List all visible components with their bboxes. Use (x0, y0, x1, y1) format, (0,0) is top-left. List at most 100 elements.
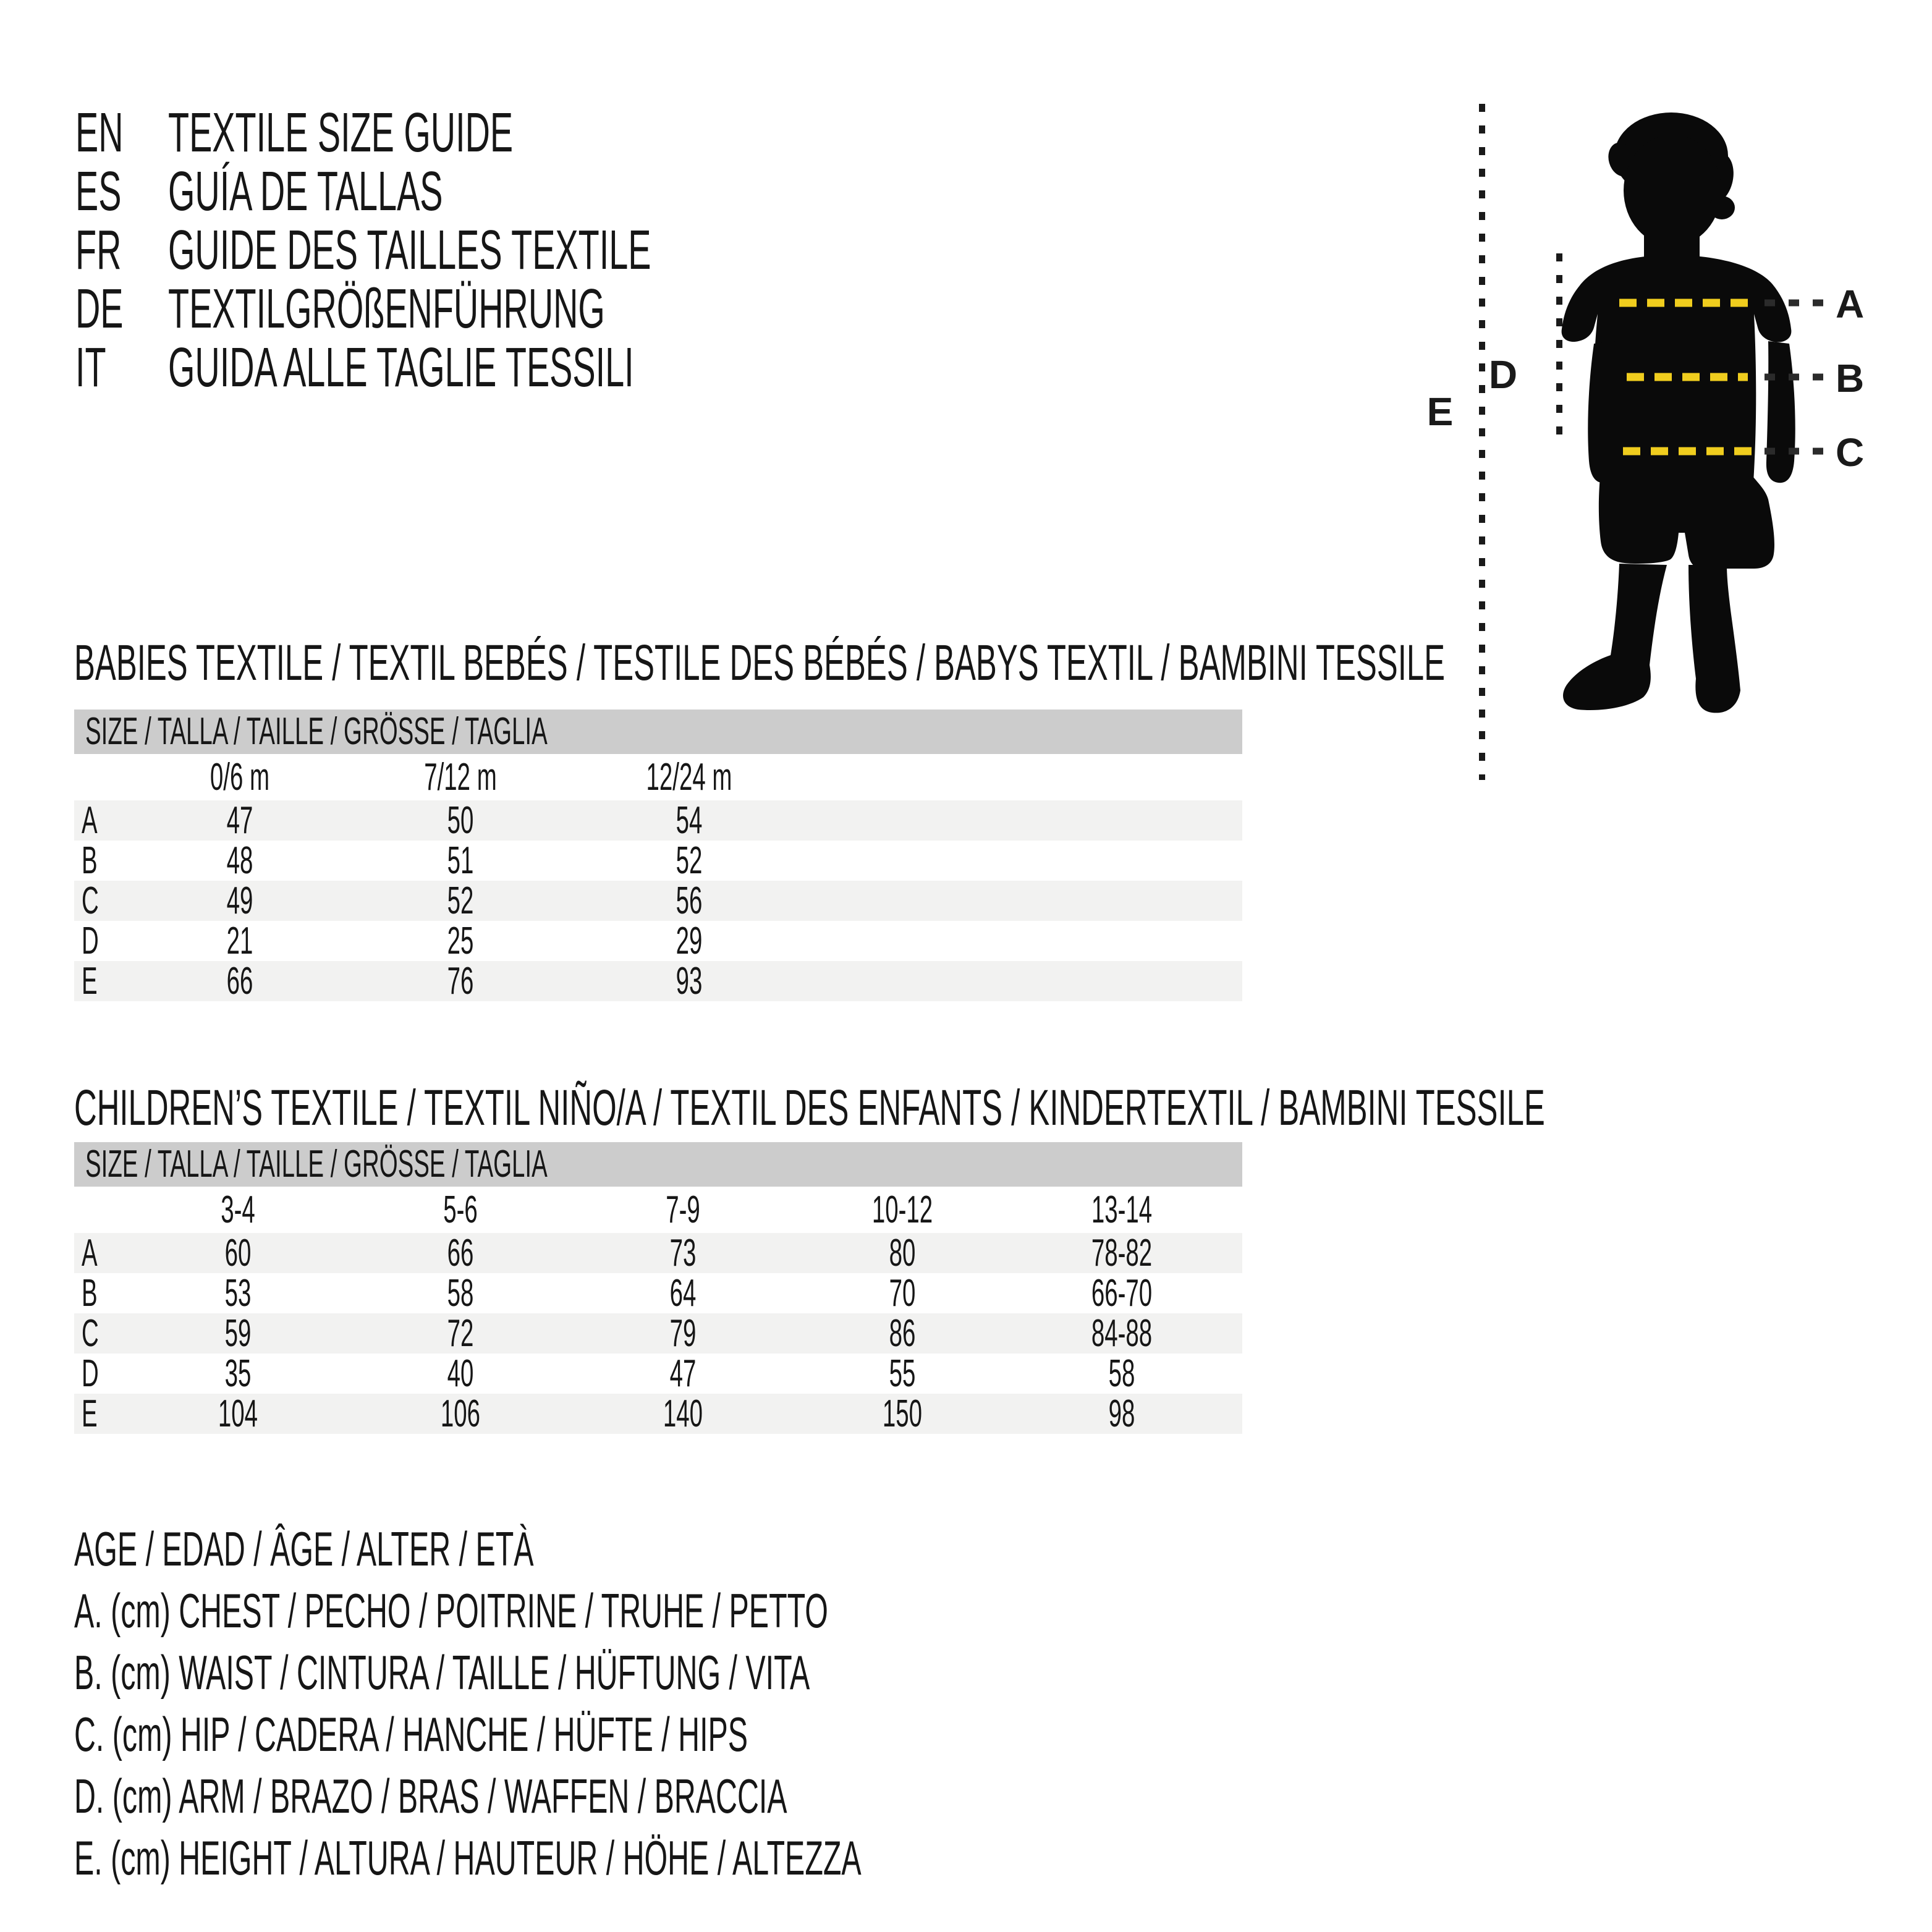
row-label: E (82, 1392, 98, 1435)
table-cell: 66-70 (1091, 1272, 1153, 1315)
table-cell: 79 (669, 1312, 697, 1355)
silhouette-arm-right (1766, 341, 1795, 483)
table-row: C 59 72 79 86 84-88 (74, 1313, 1242, 1354)
row-label: D (82, 1352, 99, 1395)
legend-height-line: E. (cm) HEIGHT / ALTURA / HAUTEUR / HÖHE… (74, 1831, 862, 1885)
legend-hip-line: C. (cm) HIP / CADERA / HANCHE / HÜFTE / … (74, 1707, 748, 1761)
row-label: A (82, 799, 98, 842)
table-cell: 72 (447, 1312, 474, 1355)
language-code: DE (75, 278, 124, 340)
table-cell: 35 (224, 1352, 252, 1395)
chest-a-line: A (1619, 282, 1864, 326)
table-cell: 104 (218, 1392, 258, 1435)
babies-size-header-band: SIZE / TALLA / TAILLE / GRÖSSE / TAGLIA (74, 710, 1242, 754)
hip-c-line: C (1623, 430, 1864, 475)
table-row: B 53 58 64 70 66-70 (74, 1273, 1242, 1313)
table-cell: 52 (447, 879, 474, 922)
waist-b-line: B (1627, 356, 1864, 400)
babies-section-title: BABIES TEXTILE / TEXTIL BEBÉS / TESTILE … (74, 635, 1446, 691)
table-cell: 150 (882, 1392, 923, 1435)
table-row: E 66 76 93 (74, 961, 1242, 1001)
row-label: B (82, 1272, 98, 1315)
figure-label-b: B (1836, 356, 1864, 400)
table-row: E 104 106 140 150 98 (74, 1394, 1242, 1434)
children-column-header: 7-9 (666, 1188, 700, 1231)
table-cell: 66 (447, 1232, 474, 1274)
table-row: C 49 52 56 (74, 881, 1242, 921)
guide-title-fr: GUIDE DES TAILLES TEXTILE (168, 219, 651, 281)
table-cell: 56 (676, 879, 703, 922)
children-section-title: CHILDREN’S TEXTILE / TEXTIL NIÑO/A / TEX… (74, 1080, 1545, 1136)
table-cell: 60 (224, 1232, 252, 1274)
table-cell: 54 (676, 799, 703, 842)
table-cell: 86 (889, 1312, 916, 1355)
table-cell: 52 (676, 839, 703, 882)
language-row-de: DE TEXTILGRÖßENFÜHRUNG (0, 280, 1360, 339)
table-row: A 60 66 73 80 78-82 (74, 1233, 1242, 1273)
figure-label-c: C (1836, 430, 1864, 475)
silhouette-arm-left (1588, 341, 1617, 483)
table-cell: 70 (889, 1272, 916, 1315)
silhouette-shorts (1598, 477, 1774, 569)
language-code: EN (75, 102, 124, 164)
row-label: E (82, 960, 98, 1002)
language-code: ES (75, 161, 122, 222)
table-cell: 47 (226, 799, 253, 842)
babies-column-headers: 0/6 m 7/12 m 12/24 m (74, 754, 1242, 800)
row-label: B (82, 839, 98, 882)
table-cell: 66 (226, 960, 253, 1002)
legend-age-line: AGE / EDAD / ÂGE / ALTER / ETÀ (74, 1522, 534, 1576)
table-cell: 98 (1108, 1392, 1135, 1435)
table-cell: 51 (447, 839, 474, 882)
babies-size-header-label: SIZE / TALLA / TAILLE / GRÖSSE / TAGLIA (85, 710, 548, 753)
silhouette-leg-left (1563, 564, 1667, 711)
table-cell: 76 (447, 960, 474, 1002)
guide-title-it: GUIDA ALLE TAGLIE TESSILI (168, 337, 634, 399)
table-cell: 25 (447, 920, 474, 962)
language-row-it: IT GUIDA ALLE TAGLIE TESSILI (0, 339, 1360, 397)
row-label: D (82, 920, 99, 962)
children-column-header: 5-6 (443, 1188, 478, 1231)
children-column-header: 10-12 (871, 1188, 933, 1231)
babies-column-header: 12/24 m (646, 756, 732, 799)
children-size-header-band: SIZE / TALLA / TAILLE / GRÖSSE / TAGLIA (74, 1142, 1242, 1187)
table-cell: 106 (440, 1392, 481, 1435)
table-cell: 84-88 (1091, 1312, 1153, 1355)
table-cell: 140 (663, 1392, 703, 1435)
language-row-fr: FR GUIDE DES TAILLES TEXTILE (0, 221, 1360, 280)
table-row: D 21 25 29 (74, 921, 1242, 961)
legend-waist-line: B. (cm) WAIST / CINTURA / TAILLE / HÜFTU… (74, 1645, 810, 1700)
table-cell: 93 (676, 960, 703, 1002)
table-cell: 64 (669, 1272, 697, 1315)
children-column-header: 3-4 (221, 1188, 255, 1231)
language-row-en: EN TEXTILE SIZE GUIDE (0, 104, 1360, 163)
child-silhouette (1561, 112, 1795, 713)
guide-title-en: TEXTILE SIZE GUIDE (168, 102, 514, 164)
figure-label-d: D (1489, 352, 1517, 397)
babies-column-header: 7/12 m (424, 756, 497, 799)
row-label: C (82, 1312, 99, 1355)
row-label: C (82, 879, 99, 922)
table-row: B 48 51 52 (74, 841, 1242, 881)
table-cell: 78-82 (1091, 1232, 1153, 1274)
table-cell: 50 (447, 799, 474, 842)
figure-label-e: E (1427, 389, 1454, 434)
table-row: D 35 40 47 55 58 (74, 1354, 1242, 1394)
legend-chest-line: A. (cm) CHEST / PECHO / POITRINE / TRUHE… (74, 1583, 828, 1638)
legend-arm-line: D. (cm) ARM / BRAZO / BRAS / WAFFEN / BR… (74, 1769, 787, 1823)
table-cell: 49 (226, 879, 253, 922)
row-label: A (82, 1232, 98, 1274)
silhouette-leg-right (1688, 565, 1740, 713)
children-column-headers: 3-4 5-6 7-9 10-12 13-14 (74, 1187, 1242, 1233)
guide-title-de: TEXTILGRÖßENFÜHRUNG (168, 278, 605, 340)
silhouette-ear (1709, 196, 1735, 219)
table-cell: 21 (226, 920, 253, 962)
table-row: A 47 50 54 (74, 800, 1242, 841)
table-cell: 40 (447, 1352, 474, 1395)
table-cell: 80 (889, 1232, 916, 1274)
measurement-figure: A B C D E (1427, 104, 1864, 780)
silhouette-head (1624, 135, 1721, 246)
children-size-header-label: SIZE / TALLA / TAILLE / GRÖSSE / TAGLIA (85, 1143, 548, 1185)
table-cell: 47 (669, 1352, 697, 1395)
